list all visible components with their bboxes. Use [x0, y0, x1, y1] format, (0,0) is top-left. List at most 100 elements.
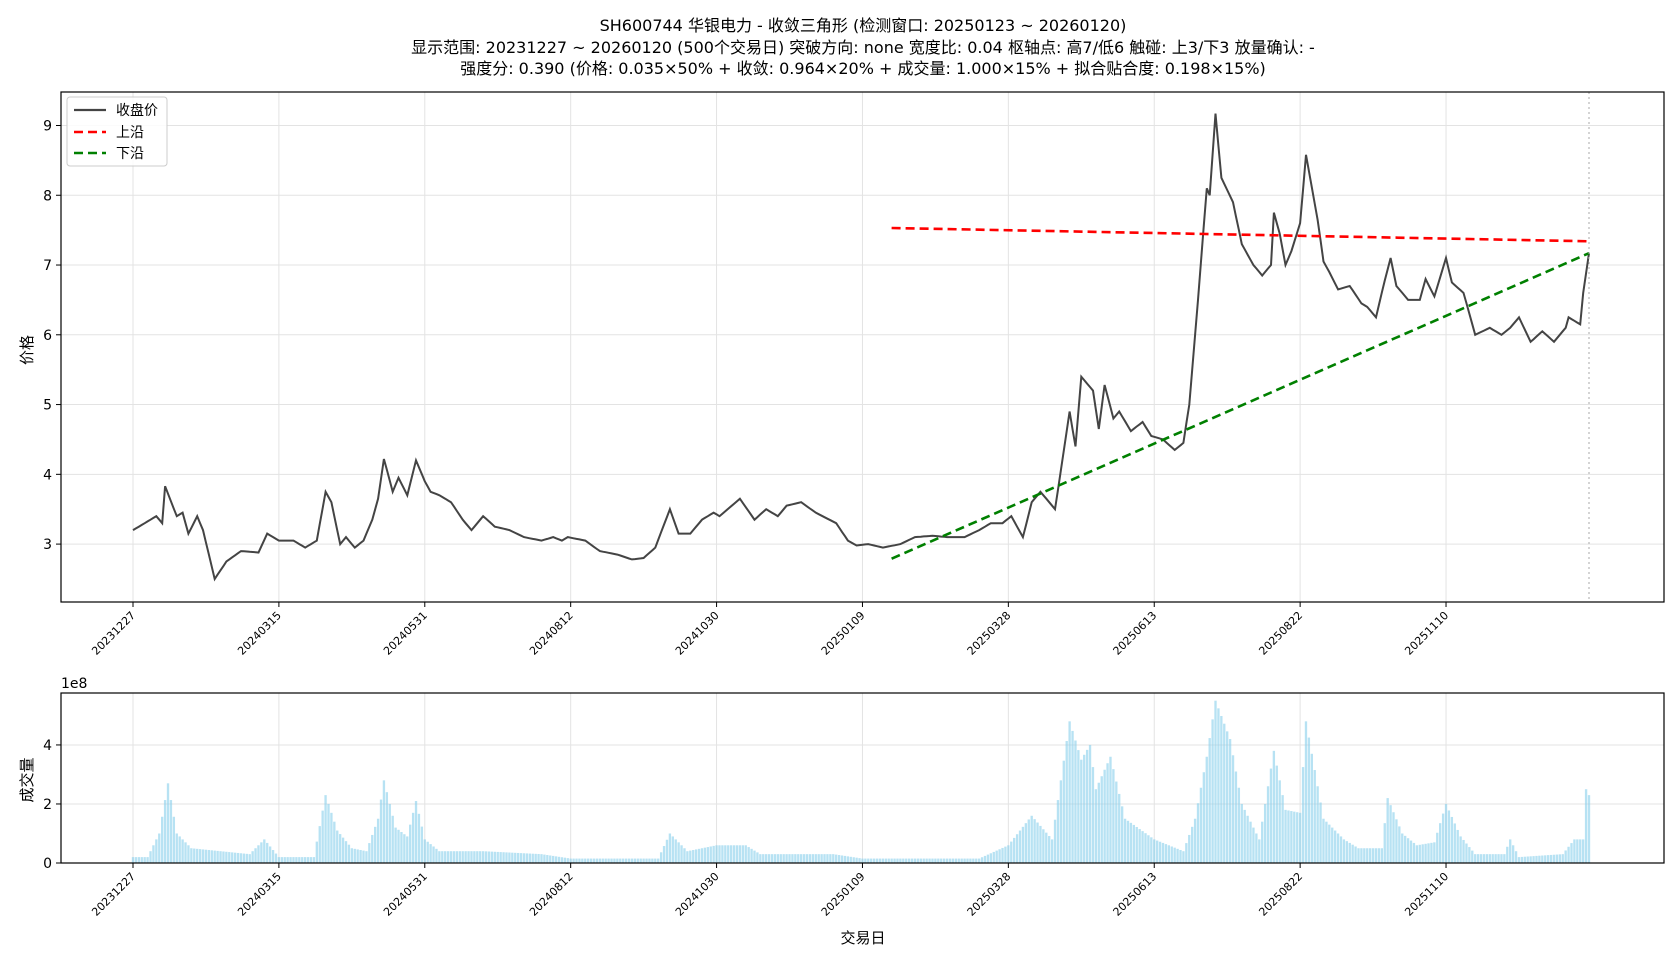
volume-bar [1013, 837, 1016, 863]
volume-bar [1412, 842, 1416, 863]
volume-bar [508, 852, 511, 863]
volume-bar [919, 858, 922, 863]
volume-bar [1380, 848, 1384, 863]
volume-bar [1549, 854, 1553, 863]
volume-bar [1202, 772, 1206, 863]
legend: 收盘价 上沿 下沿 [66, 96, 168, 167]
volume-bar [630, 858, 634, 863]
volume-bar [557, 856, 561, 863]
volume-bar [318, 826, 321, 863]
volume-bar [1567, 846, 1570, 863]
volume-bar [1252, 827, 1255, 863]
volume-bar [1033, 819, 1036, 863]
volume-bar [1214, 700, 1217, 863]
volume-bar [1193, 818, 1197, 863]
volume-bar [750, 848, 753, 863]
volume-bar [423, 839, 426, 863]
volume-bar [1444, 803, 1448, 863]
volume-bar [931, 858, 934, 863]
volume-bar [1132, 824, 1135, 863]
volume-bar [881, 858, 885, 863]
volume-bar [484, 851, 488, 863]
volume-bar [1004, 846, 1007, 863]
volume-bar [712, 845, 715, 863]
volume-bar [1208, 738, 1211, 863]
volume-bar [312, 857, 316, 863]
volume-bar [800, 854, 803, 863]
volume-bar [1045, 832, 1048, 863]
volume-bar [216, 850, 219, 863]
volume-bar [344, 841, 348, 863]
volume-bar [1436, 832, 1439, 863]
volume-bar [502, 852, 505, 863]
volume-bar [1406, 838, 1410, 863]
volume-bar [1581, 839, 1585, 863]
volume-axes-frame [60, 692, 1665, 864]
volume-xtick-label: 20250822 [1256, 870, 1305, 919]
volume-bar [677, 842, 680, 863]
volume-bar [1036, 822, 1039, 863]
volume-bar [315, 841, 318, 863]
volume-bar [1307, 737, 1311, 863]
volume-bar [201, 849, 205, 863]
volume-bar [1231, 755, 1235, 863]
volume-bar [417, 813, 421, 863]
volume-bar [1068, 721, 1071, 863]
volume-bar [362, 850, 365, 863]
volume-bar [756, 852, 759, 863]
volume-bar [963, 858, 966, 863]
volume-bar [464, 851, 467, 863]
price-xtick-label: 20251110 [1402, 609, 1451, 658]
volume-bar [624, 858, 628, 863]
volume-bar [1313, 770, 1316, 863]
volume-bar [584, 858, 587, 863]
volume-bar [1296, 812, 1299, 863]
volume-bar [1491, 854, 1494, 863]
volume-bar [872, 858, 876, 863]
volume-bar [274, 853, 278, 863]
price-ytick-label: 3 [43, 537, 52, 553]
volume-bar [572, 858, 575, 863]
volume-bar [306, 857, 310, 863]
volume-bar [1514, 851, 1518, 863]
volume-bar [353, 848, 356, 863]
volume-bar [770, 854, 774, 863]
volume-bar [175, 833, 178, 863]
volume-bar [511, 852, 514, 863]
volume-bar [694, 849, 698, 863]
volume-bar [324, 795, 327, 863]
volume-bar [1048, 836, 1051, 863]
volume-bar [1155, 840, 1159, 863]
volume-bar [797, 854, 800, 863]
volume-bar [1042, 829, 1045, 863]
volume-bar [1164, 844, 1168, 863]
volume-xtick-label: 20250328 [965, 870, 1014, 919]
volume-bar [1479, 854, 1483, 863]
volume-bar [207, 850, 211, 863]
volume-bar [266, 842, 269, 863]
volume-bar [1030, 815, 1033, 863]
volume-bar [686, 851, 689, 863]
volume-bar [1573, 839, 1576, 863]
volume-bar [759, 854, 762, 863]
volume-ylabel: 成交量 [18, 757, 36, 802]
price-xtick-label: 20231227 [89, 609, 138, 658]
volume-bar [1526, 856, 1529, 863]
volume-bar [1196, 803, 1200, 863]
volume-bar [992, 851, 995, 863]
volume-bar [458, 851, 461, 863]
volume-bar [1191, 826, 1194, 863]
volume-bar [569, 858, 572, 863]
volume-bar [648, 858, 651, 863]
volume-bar [808, 854, 812, 863]
volume-bar [575, 858, 578, 863]
volume-bar [1053, 819, 1057, 863]
volume-bar [861, 858, 864, 863]
volume-bar [1258, 839, 1261, 863]
volume-bar [1263, 803, 1267, 863]
volume-bar [347, 844, 351, 863]
volume-bar [549, 855, 552, 863]
volume-bar [388, 803, 391, 863]
volume-bar [1217, 708, 1220, 863]
volume-xtick-label: 20251110 [1402, 870, 1451, 919]
